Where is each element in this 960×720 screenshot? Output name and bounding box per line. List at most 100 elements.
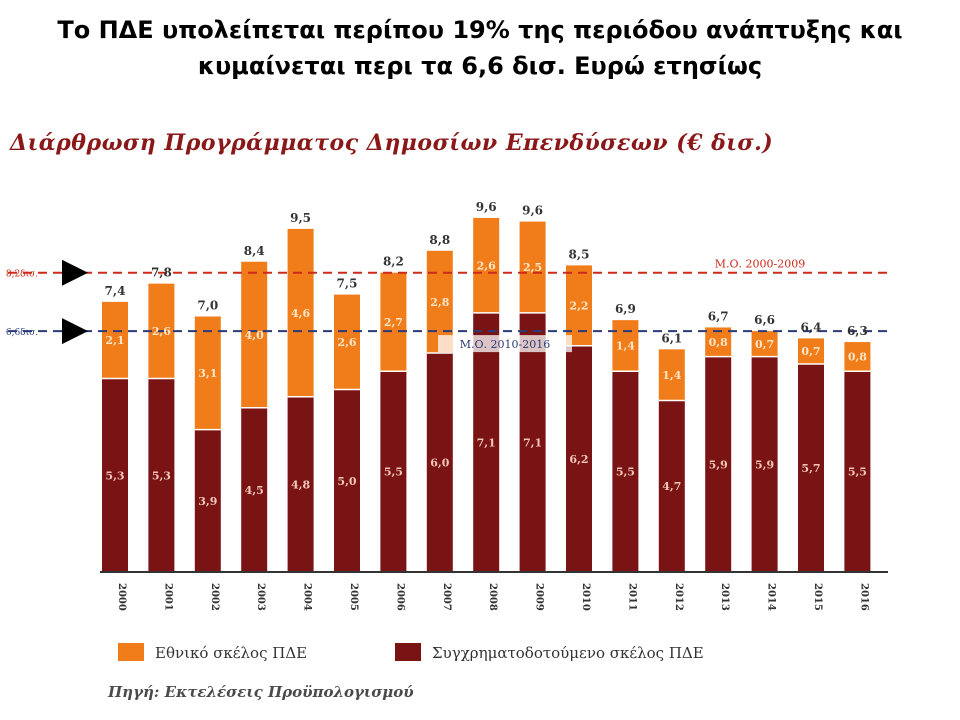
legend-swatch-national (118, 643, 144, 661)
reference-name-label-1: Μ.Ο. 2000-2009 (715, 258, 805, 271)
label-cofinanced-2012: 4,7 (662, 480, 681, 493)
label-national-2013: 0,8 (709, 336, 728, 349)
label-cofinanced-2001: 5,3 (152, 469, 171, 482)
label-national-2004: 4,6 (291, 307, 310, 320)
label-total-2013: 6,7 (708, 309, 729, 323)
bar-national-2011 (612, 320, 639, 372)
label-cofinanced-2008: 7,1 (477, 436, 496, 449)
bar-cofinanced-2008 (473, 312, 500, 572)
bar-national-2015 (798, 338, 824, 364)
label-total-2005: 7,5 (337, 277, 358, 291)
label-total-2003: 8,4 (244, 244, 265, 258)
bar-national-2008 (473, 217, 500, 313)
x-tick-label-2004: 2004 (302, 583, 313, 611)
label-cofinanced-2013: 5,9 (709, 458, 728, 471)
label-total-2008: 9,6 (476, 200, 497, 214)
label-national-2010: 2,2 (569, 300, 588, 313)
bar-cofinanced-2003 (241, 407, 268, 572)
label-national-2001: 2,6 (152, 325, 171, 338)
label-cofinanced-2005: 5,0 (337, 475, 356, 488)
legend-label-cofinanced: Συγχρηματοδοτούμενο σκέλος ΠΔΕ (432, 644, 704, 662)
reference-side-label-1: 8,2δισ. (6, 270, 38, 280)
bar-national-2002 (194, 316, 221, 430)
label-national-2007: 2,8 (430, 296, 449, 309)
x-tick-label-2000: 2000 (116, 583, 127, 611)
x-tick-label-2011: 2011 (626, 583, 637, 611)
bar-cofinanced-2007 (426, 353, 453, 572)
label-cofinanced-2000: 5,3 (105, 469, 124, 482)
label-national-2000: 2,1 (105, 334, 124, 347)
bar-cofinanced-2009 (519, 312, 546, 572)
bar-cofinanced-2006 (380, 371, 407, 572)
x-tick-label-2001: 2001 (162, 583, 173, 611)
bar-cofinanced-2001 (148, 378, 175, 572)
reference-name-label-2: Μ.Ο. 2010-2016 (460, 338, 550, 351)
label-total-2000: 7,4 (105, 284, 126, 298)
label-total-2014: 6,6 (754, 313, 775, 327)
bar-cofinanced-2011 (612, 371, 639, 572)
bar-cofinanced-2002 (194, 429, 221, 572)
bar-cofinanced-2012 (658, 400, 685, 572)
label-national-2011: 1,4 (616, 340, 635, 353)
legend-swatch-cofinanced (395, 643, 421, 661)
label-national-2005: 2,6 (337, 336, 356, 349)
chart-title: Διάρθρωση Προγράμματος Δημοσίων Επενδύσε… (10, 130, 774, 156)
label-national-2016: 0,8 (848, 351, 867, 364)
label-total-2006: 8,2 (383, 255, 404, 269)
label-cofinanced-2006: 5,5 (384, 466, 403, 479)
label-total-2016: 6,3 (847, 324, 868, 338)
x-tick-label-2016: 2016 (858, 583, 869, 611)
label-cofinanced-2014: 5,9 (755, 458, 774, 471)
bar-cofinanced-2005 (334, 389, 360, 572)
label-national-2014: 0,7 (755, 338, 774, 351)
bar-national-2014 (751, 331, 778, 357)
x-tick-label-2005: 2005 (348, 583, 359, 611)
bar-cofinanced-2013 (705, 356, 732, 572)
label-total-2015: 6,4 (801, 320, 822, 334)
label-total-2012: 6,1 (661, 331, 682, 345)
label-total-2009: 9,6 (522, 204, 543, 218)
bar-national-2004 (287, 228, 314, 397)
label-cofinanced-2009: 7,1 (523, 436, 542, 449)
legend-label-national: Εθνικό σκέλος ΠΔΕ (155, 644, 307, 662)
bar-cofinanced-2014 (751, 356, 778, 572)
bar-national-2016 (844, 342, 871, 372)
label-total-2002: 7,0 (197, 299, 218, 313)
label-national-2012: 1,4 (662, 369, 681, 382)
label-national-2008: 2,6 (477, 259, 496, 272)
bar-cofinanced-2015 (798, 363, 824, 572)
label-cofinanced-2004: 4,8 (291, 478, 310, 491)
label-cofinanced-2003: 4,5 (245, 484, 264, 497)
bar-cofinanced-2000 (102, 378, 128, 572)
x-tick-label-2006: 2006 (394, 583, 405, 611)
bar-national-2000 (102, 301, 128, 379)
reference-name-label-bg-2 (438, 335, 572, 353)
bar-national-2009 (519, 221, 546, 313)
x-tick-label-2015: 2015 (812, 583, 823, 611)
label-national-2002: 3,1 (198, 367, 217, 380)
label-total-2004: 9,5 (290, 211, 311, 225)
reference-arrow-1 (62, 259, 88, 286)
slide-title-line2: κυμαίνεται περι τα 6,6 δισ. Ευρώ ετησίως (197, 52, 763, 80)
label-cofinanced-2015: 5,7 (801, 462, 820, 475)
reference-arrow-2 (62, 318, 88, 345)
label-total-2010: 8,5 (569, 247, 590, 261)
reference-side-label-2: 6,6δισ. (6, 328, 38, 338)
label-cofinanced-2016: 5,5 (848, 466, 867, 479)
label-national-2006: 2,7 (384, 316, 403, 329)
bar-national-2003 (241, 261, 268, 408)
x-tick-label-2010: 2010 (580, 583, 591, 611)
label-total-2011: 6,9 (615, 302, 636, 316)
x-tick-label-2002: 2002 (209, 583, 220, 611)
label-cofinanced-2007: 6,0 (430, 457, 449, 470)
x-tick-label-2012: 2012 (673, 583, 684, 611)
slide-title: Το ΠΔΕ υπολείπεται περίπου 19% της περιό… (20, 12, 940, 84)
slide-title-line1: Το ΠΔΕ υπολείπεται περίπου 19% της περιό… (57, 16, 903, 44)
bar-national-2012 (658, 349, 685, 401)
x-tick-label-2003: 2003 (255, 583, 266, 611)
bar-national-2010 (566, 265, 592, 346)
label-total-2007: 8,8 (429, 233, 450, 247)
x-tick-label-2013: 2013 (719, 583, 730, 611)
bar-national-2013 (705, 327, 732, 357)
label-national-2009: 2,5 (523, 261, 542, 274)
